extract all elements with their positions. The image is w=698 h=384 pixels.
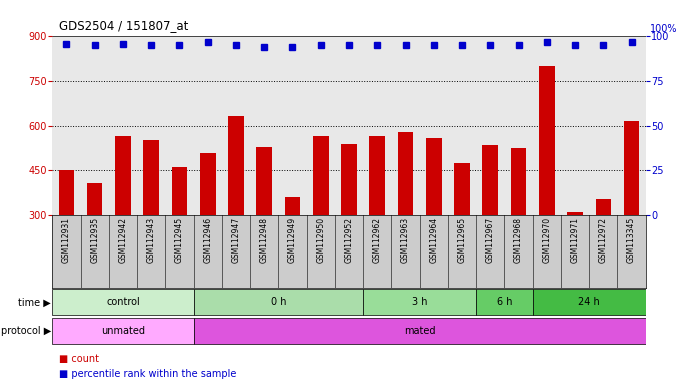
Bar <box>193 290 363 315</box>
Text: GSM112947: GSM112947 <box>232 217 241 263</box>
Bar <box>363 290 476 315</box>
Bar <box>285 197 300 215</box>
Text: GSM112972: GSM112972 <box>599 217 608 263</box>
Bar <box>341 144 357 215</box>
Text: GSM113345: GSM113345 <box>627 217 636 263</box>
Bar <box>228 116 244 215</box>
Bar <box>115 136 131 215</box>
Bar <box>595 199 611 215</box>
Bar <box>567 212 583 215</box>
Text: 100%: 100% <box>650 24 677 34</box>
Text: mated: mated <box>404 326 436 336</box>
Text: 24 h: 24 h <box>578 297 600 308</box>
Text: 3 h: 3 h <box>412 297 427 308</box>
Bar <box>511 148 526 215</box>
Bar <box>369 136 385 215</box>
Text: 0 h: 0 h <box>271 297 286 308</box>
Text: unmated: unmated <box>101 326 145 336</box>
Text: control: control <box>106 297 140 308</box>
Text: GSM112952: GSM112952 <box>345 217 353 263</box>
Text: time ▶: time ▶ <box>18 297 51 308</box>
Bar <box>533 290 646 315</box>
Bar <box>482 145 498 215</box>
Text: GSM112965: GSM112965 <box>457 217 466 263</box>
Bar <box>454 163 470 215</box>
Text: GSM112945: GSM112945 <box>175 217 184 263</box>
Text: ■ percentile rank within the sample: ■ percentile rank within the sample <box>59 369 237 379</box>
Text: GSM112931: GSM112931 <box>62 217 71 263</box>
Bar <box>539 66 554 215</box>
Text: GSM112967: GSM112967 <box>486 217 495 263</box>
Text: GSM112962: GSM112962 <box>373 217 382 263</box>
Text: protocol ▶: protocol ▶ <box>1 326 51 336</box>
Text: GSM112963: GSM112963 <box>401 217 410 263</box>
Bar <box>59 169 74 215</box>
Bar <box>313 136 329 215</box>
Bar <box>476 290 533 315</box>
Bar <box>200 152 216 215</box>
Text: GSM112970: GSM112970 <box>542 217 551 263</box>
Text: GSM112964: GSM112964 <box>429 217 438 263</box>
Text: GSM112949: GSM112949 <box>288 217 297 263</box>
Bar <box>172 167 187 215</box>
Bar <box>624 121 639 215</box>
Text: GDS2504 / 151807_at: GDS2504 / 151807_at <box>59 19 188 32</box>
Bar <box>144 140 159 215</box>
Bar <box>52 290 193 315</box>
Text: 6 h: 6 h <box>497 297 512 308</box>
Text: GSM112968: GSM112968 <box>514 217 523 263</box>
Text: GSM112946: GSM112946 <box>203 217 212 263</box>
Text: GSM112942: GSM112942 <box>119 217 128 263</box>
Text: GSM112935: GSM112935 <box>90 217 99 263</box>
Bar <box>193 318 646 344</box>
Text: ■ count: ■ count <box>59 354 99 364</box>
Text: GSM112950: GSM112950 <box>316 217 325 263</box>
Text: GSM112948: GSM112948 <box>260 217 269 263</box>
Bar <box>256 147 272 215</box>
Bar <box>87 183 103 215</box>
Bar <box>426 138 442 215</box>
Text: GSM112943: GSM112943 <box>147 217 156 263</box>
Text: GSM112971: GSM112971 <box>570 217 579 263</box>
Bar <box>52 318 193 344</box>
Bar <box>398 132 413 215</box>
